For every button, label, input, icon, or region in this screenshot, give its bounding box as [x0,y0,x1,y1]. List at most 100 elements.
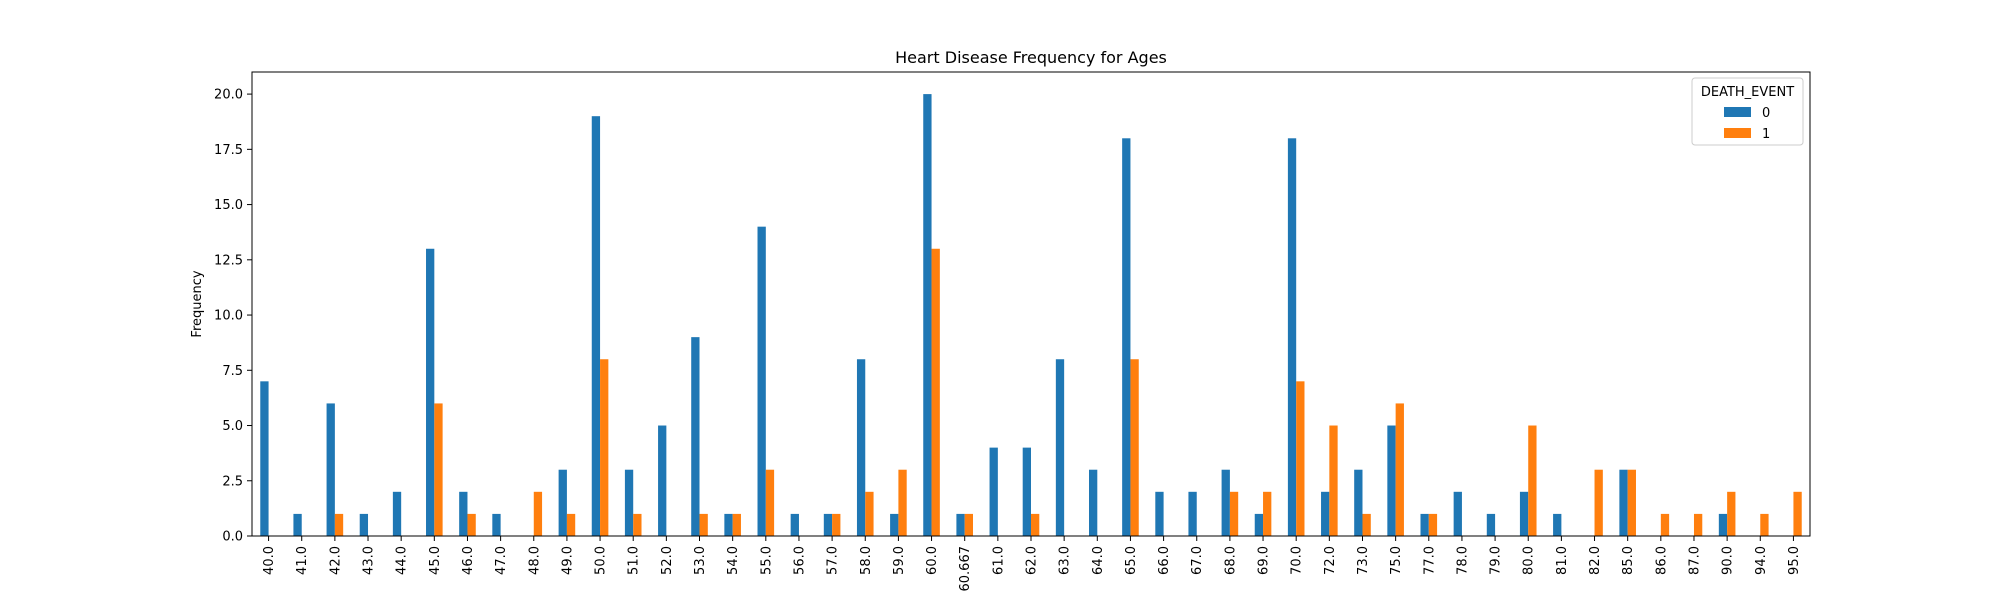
bar-series-0 [558,469,567,536]
x-tick-label: 80.0 [1522,546,1537,575]
bar-series-1 [898,469,907,536]
x-tick-label: 61.0 [991,546,1006,575]
bar-series-0 [1287,138,1297,537]
x-tick-label: 55.0 [759,546,774,575]
bar-series-0 [1486,513,1496,536]
bar-series-1 [832,513,841,536]
x-tick-label: 94.0 [1754,546,1769,575]
x-tick-label: 43.0 [362,546,377,575]
bar-series-1 [600,359,609,536]
bar-series-1 [1693,513,1703,536]
y-axis-label: Frequency [190,270,205,337]
bar-series-0 [1387,425,1396,536]
bar-series-0 [1553,513,1562,536]
y-tick-label: 15.0 [214,198,243,213]
bar-series-0 [724,513,733,536]
bar-series-0 [426,248,435,536]
chart-title: Heart Disease Frequency for Ages [895,48,1167,67]
bar-series-0 [1155,491,1164,536]
bar-series-0 [392,491,402,536]
x-tick-label: 66.0 [1157,546,1172,575]
x-tick-label: 57.0 [826,546,841,575]
legend-label-1: 1 [1762,127,1770,142]
x-tick-label: 46.0 [461,546,476,575]
x-tick-label: 58.0 [859,546,874,575]
y-tick-label: 10.0 [214,309,243,324]
x-tick-label: 59.0 [892,546,907,575]
bar-series-1 [1229,491,1239,536]
y-tick-label: 2.5 [222,474,243,489]
bar-series-1 [633,513,642,536]
x-tick-label: 53.0 [693,546,708,575]
x-tick-label: 87.0 [1687,546,1702,575]
x-tick-label: 78.0 [1455,546,1470,575]
bar-series-1 [1594,469,1603,536]
bar-series-1 [1130,359,1139,536]
bar-series-1 [566,513,576,536]
x-tick-label: 44.0 [395,546,410,575]
x-tick-label: 54.0 [726,546,741,575]
bar-series-1 [1428,513,1438,536]
y-ticks-group: 0.0 2.5 5.0 7.5 10.0 12.5 15.0 17.5 20.0 [214,88,252,545]
bar-series-0 [293,513,302,536]
bar-series-1 [1760,513,1769,536]
bar-series-0 [1321,491,1330,536]
x-tick-label: 40.0 [262,546,277,575]
bar-series-0 [989,447,998,536]
y-tick-label: 7.5 [222,364,243,379]
bar-series-0 [956,513,965,536]
x-tick-label: 63.0 [1058,546,1073,575]
bar-series-0 [260,381,269,536]
legend-swatch-0 [1724,107,1751,117]
x-tick-label: 86.0 [1654,546,1669,575]
bar-series-0 [492,513,501,536]
x-tick-label: 73.0 [1356,546,1371,575]
bar-series-0 [691,337,700,536]
y-tick-label: 5.0 [222,419,243,434]
x-tick-label: 49.0 [560,546,575,575]
x-tick-label: 95.0 [1787,546,1802,575]
legend-entries: 01 [1724,106,1770,142]
legend-swatch-1 [1724,128,1751,138]
bar-series-0 [359,513,369,536]
bar-series-0 [1055,359,1065,536]
bar-series-1 [1362,513,1371,536]
bar-series-0 [658,425,667,536]
x-tick-label: 42.0 [328,546,343,575]
x-tick-label: 65.0 [1124,546,1139,575]
bar-series-1 [1528,425,1537,536]
x-tick-label: 67.0 [1190,546,1205,575]
bar-series-0 [1453,491,1462,536]
bar-series-1 [467,513,476,536]
y-tick-label: 12.5 [214,253,243,268]
x-tick-label: 79.0 [1489,546,1504,575]
bar-series-1 [1627,469,1636,536]
bar-series-0 [591,116,601,536]
bar-series-0 [1254,513,1264,536]
bar-series-1 [1793,491,1802,536]
x-tick-label: 41.0 [295,546,310,575]
bar-series-0 [1420,513,1429,536]
bar-series-1 [964,513,973,536]
bar-series-0 [823,513,833,536]
x-tick-label: 52.0 [660,546,675,575]
bar-series-1 [931,248,940,536]
bar-series-0 [1022,447,1031,536]
bar-series-1 [434,403,443,536]
bar-series-1 [1727,491,1736,536]
x-tick-label: 62.0 [1025,546,1040,575]
bar-series-0 [1718,513,1728,536]
x-tick-label: 45.0 [428,546,443,575]
x-tick-label: 69.0 [1257,546,1272,575]
legend: DEATH_EVENT 01 [1691,77,1804,146]
y-tick-label: 17.5 [214,143,243,158]
bar-series-1 [765,469,775,536]
bar-series-1 [1329,425,1338,536]
x-tick-label: 75.0 [1389,546,1404,575]
bar-series-0 [757,226,766,537]
x-tick-label: 72.0 [1323,546,1338,575]
bar-series-0 [1519,491,1529,536]
legend-title: DEATH_EVENT [1701,85,1794,100]
plot-frame [251,71,1811,537]
x-tick-label: 81.0 [1555,546,1570,575]
